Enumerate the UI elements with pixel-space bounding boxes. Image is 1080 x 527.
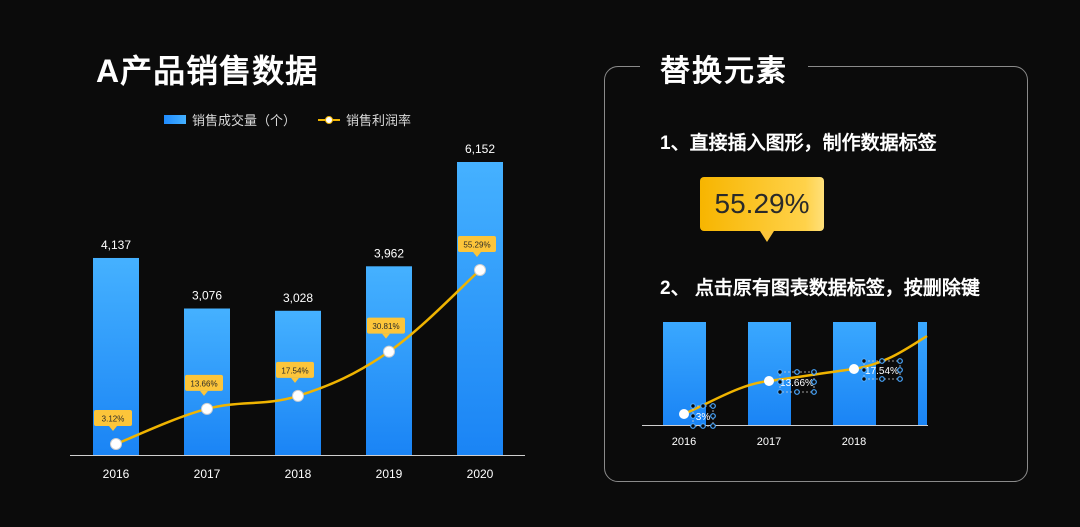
chart-legend: 销售成交量（个） 销售利润率 (164, 110, 411, 129)
legend-item-line: 销售利润率 (318, 110, 411, 129)
bar-value-label-2016: 4,137 (101, 238, 131, 252)
line-data-label-tail-2017 (200, 390, 208, 396)
bar-value-label-2018: 3,028 (283, 291, 313, 305)
line-point-2020 (474, 264, 486, 276)
legend-line-swatch (318, 115, 341, 125)
line-data-label-2018: 17.54% (281, 366, 308, 375)
x-tick-label-2019: 2019 (376, 467, 403, 481)
line-data-label-bg-2018 (276, 361, 314, 378)
line-data-label-2016: 3.12% (102, 415, 125, 424)
bar-value-label-2020: 6,152 (465, 142, 495, 156)
bar-value-label-2019: 3,962 (374, 246, 404, 260)
bar-2020 (457, 162, 503, 455)
step-1-text: 1、直接插入图形，制作数据标签 (660, 133, 937, 154)
line-point-2018 (292, 389, 304, 402)
line-point-2019 (383, 345, 395, 358)
line-data-label-tail-2019 (382, 333, 390, 339)
line-data-label-bg-2017 (185, 374, 223, 391)
legend-item-bar: 销售成交量（个） (164, 110, 296, 129)
line-data-label-bg-2020 (458, 236, 496, 252)
line-data-label-bg-2019 (367, 317, 405, 334)
panel-title: 替换元素 (640, 46, 808, 90)
line-data-label-2019: 30.81% (372, 322, 399, 331)
x-tick-label-2016: 2016 (103, 467, 130, 481)
line-point-2017 (201, 402, 213, 415)
x-tick-label-2020: 2020 (467, 467, 494, 481)
step-2-text: 2、 点击原有图表数据标签，按删除键 (660, 278, 980, 299)
line-data-label-2020: 55.29% (463, 241, 490, 250)
x-tick-label-2018: 2018 (285, 467, 312, 481)
bar-2018 (275, 310, 321, 455)
line-data-label-tail-2016 (109, 426, 117, 431)
bar-value-label-2017: 3,076 (192, 289, 222, 303)
legend-line-label: 销售利润率 (346, 113, 412, 128)
bar-2019 (366, 266, 412, 455)
x-tick-label-2017: 2017 (194, 467, 221, 481)
line-data-label-tail-2020 (473, 252, 481, 257)
line-point-2016 (110, 438, 122, 450)
line-data-label-2017: 13.66% (190, 379, 217, 388)
chart-title: A产品销售数据 (96, 53, 319, 89)
callout-tail (760, 231, 774, 242)
legend-bar-label: 销售成交量（个） (192, 113, 297, 128)
legend-bar-swatch (164, 115, 186, 124)
line-data-label-bg-2016 (94, 410, 132, 426)
replace-elements-panel (604, 66, 1028, 482)
line-data-label-tail-2018 (291, 377, 299, 383)
callout-data-label[interactable]: 55.29% (700, 177, 824, 231)
main-chart: 4,137 2016 3,076 2017 3,028 2018 3,962 2019 6,15… (70, 142, 525, 481)
